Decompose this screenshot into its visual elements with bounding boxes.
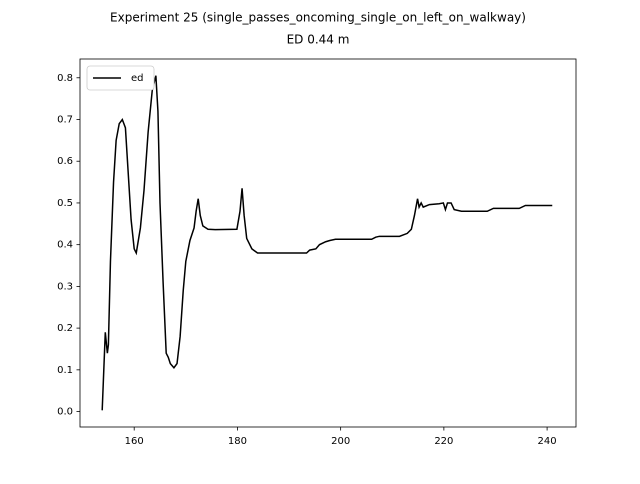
chart-subtitle: ED 0.44 m [287,33,350,47]
y-tick-label: 0.8 [57,73,73,84]
x-tick-label: 160 [125,436,144,447]
y-tick-label: 0.0 [57,407,73,418]
x-tick-label: 180 [228,436,247,447]
chart-title: Experiment 25 (single_passes_oncoming_si… [110,11,526,25]
x-tick-label: 240 [538,436,557,447]
y-tick-label: 0.1 [57,365,73,376]
x-tick-label: 220 [434,436,453,447]
x-tick-label: 200 [331,436,350,447]
y-tick-label: 0.6 [57,156,73,167]
plot-frame [79,58,577,428]
y-tick-label: 0.3 [57,281,73,292]
y-tick-label: 0.2 [57,323,73,334]
y-tick-label: 0.7 [57,114,73,125]
line-series [101,75,553,411]
y-tick-label: 0.4 [57,240,73,251]
y-tick-label: 0.5 [57,198,73,209]
legend-label: ed [131,73,144,84]
